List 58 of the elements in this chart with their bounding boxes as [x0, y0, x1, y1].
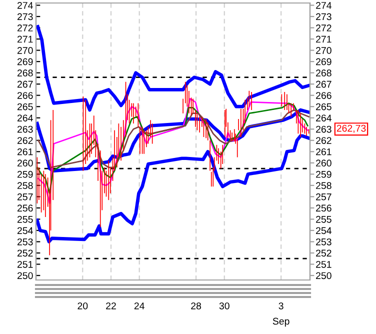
- y-tick-label: 258: [17, 182, 33, 190]
- y-tick-label: 268: [17, 70, 33, 76]
- x-tick-label: 20: [78, 302, 88, 310]
- y2-tick-label: 255: [316, 216, 332, 223]
- y2-tick-label: 253: [316, 238, 332, 246]
- y2-tick-label: 252: [316, 250, 332, 257]
- y2-tick-label: 257: [316, 193, 332, 200]
- y-tick-label: 261: [17, 148, 33, 156]
- y2-tick-label: 269: [316, 58, 332, 66]
- y2-tick-label: 256: [316, 204, 332, 212]
- y-tick-label: 274: [17, 2, 33, 9]
- y-tick-label: 272: [17, 24, 33, 32]
- text: 262,73: [336, 124, 366, 133]
- y2-tick-label: 272: [316, 24, 332, 32]
- y-tick-label: 271: [17, 36, 33, 43]
- y-tick-label: 257: [17, 193, 33, 200]
- y-tick-label: 264: [17, 114, 33, 122]
- y2-tick-label: 261: [316, 148, 332, 156]
- y-tick-label: 273: [17, 13, 33, 20]
- y-tick-label: 262: [17, 137, 33, 144]
- y2-tick-label: 274: [316, 2, 332, 9]
- y-tick-label: 256: [17, 204, 33, 212]
- y-tick-label: 270: [17, 47, 33, 54]
- y2-tick-label: 264: [316, 114, 332, 122]
- y-tick-label: 255: [17, 216, 33, 223]
- y-tick-label: 259: [17, 170, 33, 178]
- y2-tick-label: 250: [316, 272, 332, 280]
- y-tick-label: 251: [17, 260, 33, 268]
- x-tick-label: 3: [278, 302, 284, 310]
- x-tick-label: 24: [134, 302, 144, 310]
- y2-tick-label: 258: [316, 182, 332, 190]
- y2-tick-label: 262: [316, 137, 332, 144]
- y2-tick-label: 259: [316, 170, 332, 178]
- y2-tick-label: 268: [316, 70, 332, 76]
- y-tick-label: 263: [17, 126, 33, 133]
- y2-tick-label: 251: [316, 260, 332, 268]
- y-tick-label: 253: [17, 238, 33, 246]
- y2-tick-label: 254: [316, 227, 332, 234]
- x-tick-label: 28: [191, 302, 202, 310]
- y2-tick-label: 270: [316, 47, 332, 54]
- y2-tick-label: 271: [316, 36, 332, 43]
- y2-tick-label: 266: [316, 92, 332, 99]
- y-tick-label: 266: [17, 92, 33, 99]
- y2-tick-label: 273: [316, 13, 332, 20]
- y-tick-label: 254: [17, 227, 33, 234]
- y-tick-label: 265: [17, 103, 33, 110]
- y2-tick-label: 265: [316, 103, 332, 110]
- x-tick-label: 22: [106, 302, 116, 310]
- y2-tick-label: 263: [316, 126, 332, 133]
- y-tick-label: 250: [17, 272, 33, 280]
- y-tick-label: 267: [17, 80, 33, 88]
- y2-tick-label: 260: [316, 160, 332, 167]
- y-tick-label: 269: [17, 58, 33, 66]
- x-tick-label: 30: [219, 302, 230, 310]
- y-tick-label: 260: [17, 160, 33, 167]
- y-tick-label: 252: [17, 250, 33, 257]
- y2-tick-label: 267: [316, 80, 332, 88]
- text: Sep: [272, 318, 290, 327]
